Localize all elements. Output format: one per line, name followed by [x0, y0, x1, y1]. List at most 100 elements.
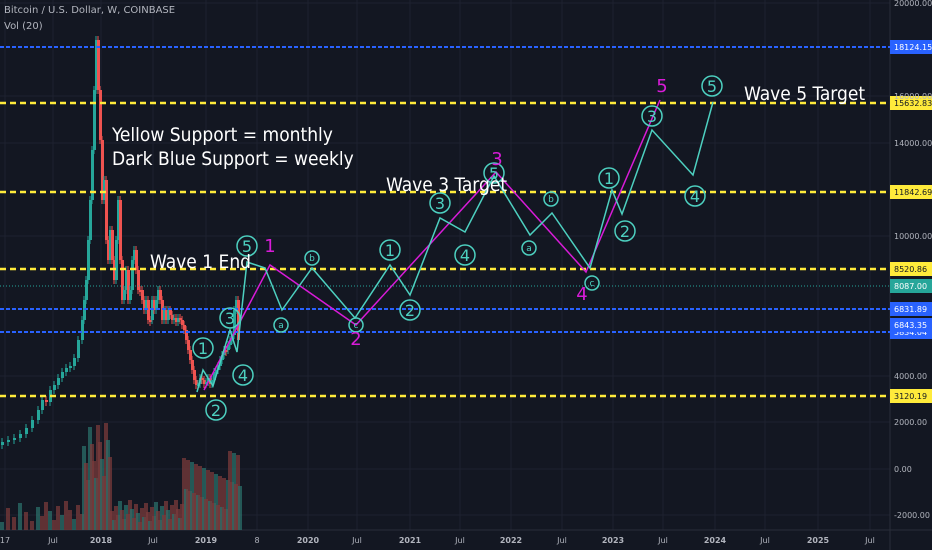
wave3-target-label: Wave 3 Target [386, 174, 508, 196]
candle-body [87, 240, 90, 280]
wave-circle [219, 307, 241, 329]
yellow-support-note: Yellow Support = monthly [112, 124, 333, 146]
volume-bar [12, 517, 16, 530]
candle-body [139, 290, 142, 292]
candle-body [175, 318, 178, 322]
x-tick-label: 2025 [807, 536, 830, 545]
candle-body [115, 240, 118, 280]
candle-body [195, 380, 198, 385]
wave-labels: 1 2 3 4 5 a b c 1 2 3 4 5 a b c 1 2 3 4 5 [192, 75, 723, 421]
x-tick-label: 2022 [500, 536, 522, 545]
y-tick-label: 0.00 [894, 465, 912, 474]
y-tick-label: 20000.00 [894, 0, 932, 8]
candle-body [103, 180, 106, 200]
candle-body [145, 300, 148, 310]
wave-circle [304, 250, 320, 266]
wave-label-2: 2 [205, 399, 227, 421]
candle-body [137, 270, 140, 290]
wave-circle [598, 167, 620, 189]
volume-bar [0, 522, 4, 530]
wave-number: 4 [238, 366, 248, 385]
price-tag-bg [890, 389, 932, 403]
wave-number: 2 [620, 222, 630, 241]
wave-label-c: c [584, 275, 600, 291]
support-price-tag: 11842.69 [890, 185, 932, 199]
candle-body [233, 310, 236, 335]
volume-bar [108, 457, 112, 530]
wave-circle [379, 239, 401, 261]
candle-body [211, 380, 214, 384]
wave-label-b: b [304, 250, 320, 266]
candle-body [157, 290, 160, 300]
symbol-title: Bitcoin / U.S. Dollar, W, COINBASE [4, 5, 176, 16]
candle-body [133, 250, 136, 260]
wave-label-2: 2 [399, 299, 421, 321]
wave-label-5: 5 [701, 75, 723, 97]
wave-circle [454, 244, 476, 266]
major-wave-1: 1 [264, 236, 275, 257]
candle-body [53, 385, 56, 390]
wave-label-1: 1 [598, 167, 620, 189]
candle-body [179, 318, 182, 320]
wave-label-3: 3 [429, 192, 451, 214]
volume-bar [52, 520, 56, 530]
price-tag-text: 6831.89 [894, 305, 927, 314]
x-tick-label: Jul [147, 536, 158, 545]
volume-bar [36, 507, 40, 530]
support-lines: 18124.1515632.8311842.698520.866831.8958… [0, 40, 932, 403]
x-tick-label: 2020 [297, 536, 320, 545]
volume-bar [72, 519, 76, 530]
wave-number: 1 [198, 339, 208, 358]
wave-number: 3 [647, 107, 657, 126]
candle-body [221, 355, 224, 360]
candle-body [163, 310, 166, 320]
candle-body [121, 260, 124, 300]
candle-body [173, 318, 176, 320]
price-tag-bg [890, 262, 932, 276]
wave-label-c: c [348, 317, 364, 333]
candle-body [203, 380, 206, 384]
wave-circle [205, 399, 227, 421]
candle-body [191, 360, 194, 370]
wave-circle [614, 220, 636, 242]
major-wave-4: 4 [576, 284, 587, 305]
wave-circle [348, 317, 364, 333]
wave-label-4: 4 [232, 364, 254, 386]
wave-label-1: 1 [192, 337, 214, 359]
candle-body [25, 428, 28, 434]
candle-body [89, 200, 92, 240]
y-tick-label: 4000.00 [894, 372, 927, 381]
wave-number: 5 [489, 164, 499, 183]
candle-body [109, 230, 112, 260]
x-tick-label: Jul [759, 536, 770, 545]
wave-number: 3 [225, 309, 235, 328]
y-tick-label: 2000.00 [894, 418, 927, 427]
wave-circle [399, 299, 421, 321]
candle-body [95, 40, 98, 90]
wave-circle [232, 364, 254, 386]
candle-body [7, 440, 10, 442]
candle-body [73, 358, 76, 366]
candle-body [91, 150, 94, 200]
wave-circle [236, 235, 258, 257]
candle-body [57, 378, 60, 385]
price-tag-bg [890, 96, 932, 110]
price-tag-text: 5834.04 [894, 328, 927, 337]
volume-bar [214, 474, 218, 530]
candle-body [235, 300, 238, 310]
wave-number: 5 [242, 237, 252, 256]
candle-body [177, 318, 180, 322]
candle-body [31, 420, 34, 428]
candle-body [93, 90, 96, 150]
support-price-tag: 15632.83 [890, 96, 932, 110]
price-tag-text: 8520.86 [894, 265, 927, 274]
price-tag-text: 6843.35 [894, 321, 927, 330]
candle-body [167, 310, 170, 320]
x-tick-label: Jul [454, 536, 465, 545]
candle-body [85, 280, 88, 300]
wave-circle [521, 240, 537, 256]
primary-wave-path [203, 99, 661, 391]
candle-body [77, 340, 80, 358]
wave-number: a [278, 321, 284, 331]
